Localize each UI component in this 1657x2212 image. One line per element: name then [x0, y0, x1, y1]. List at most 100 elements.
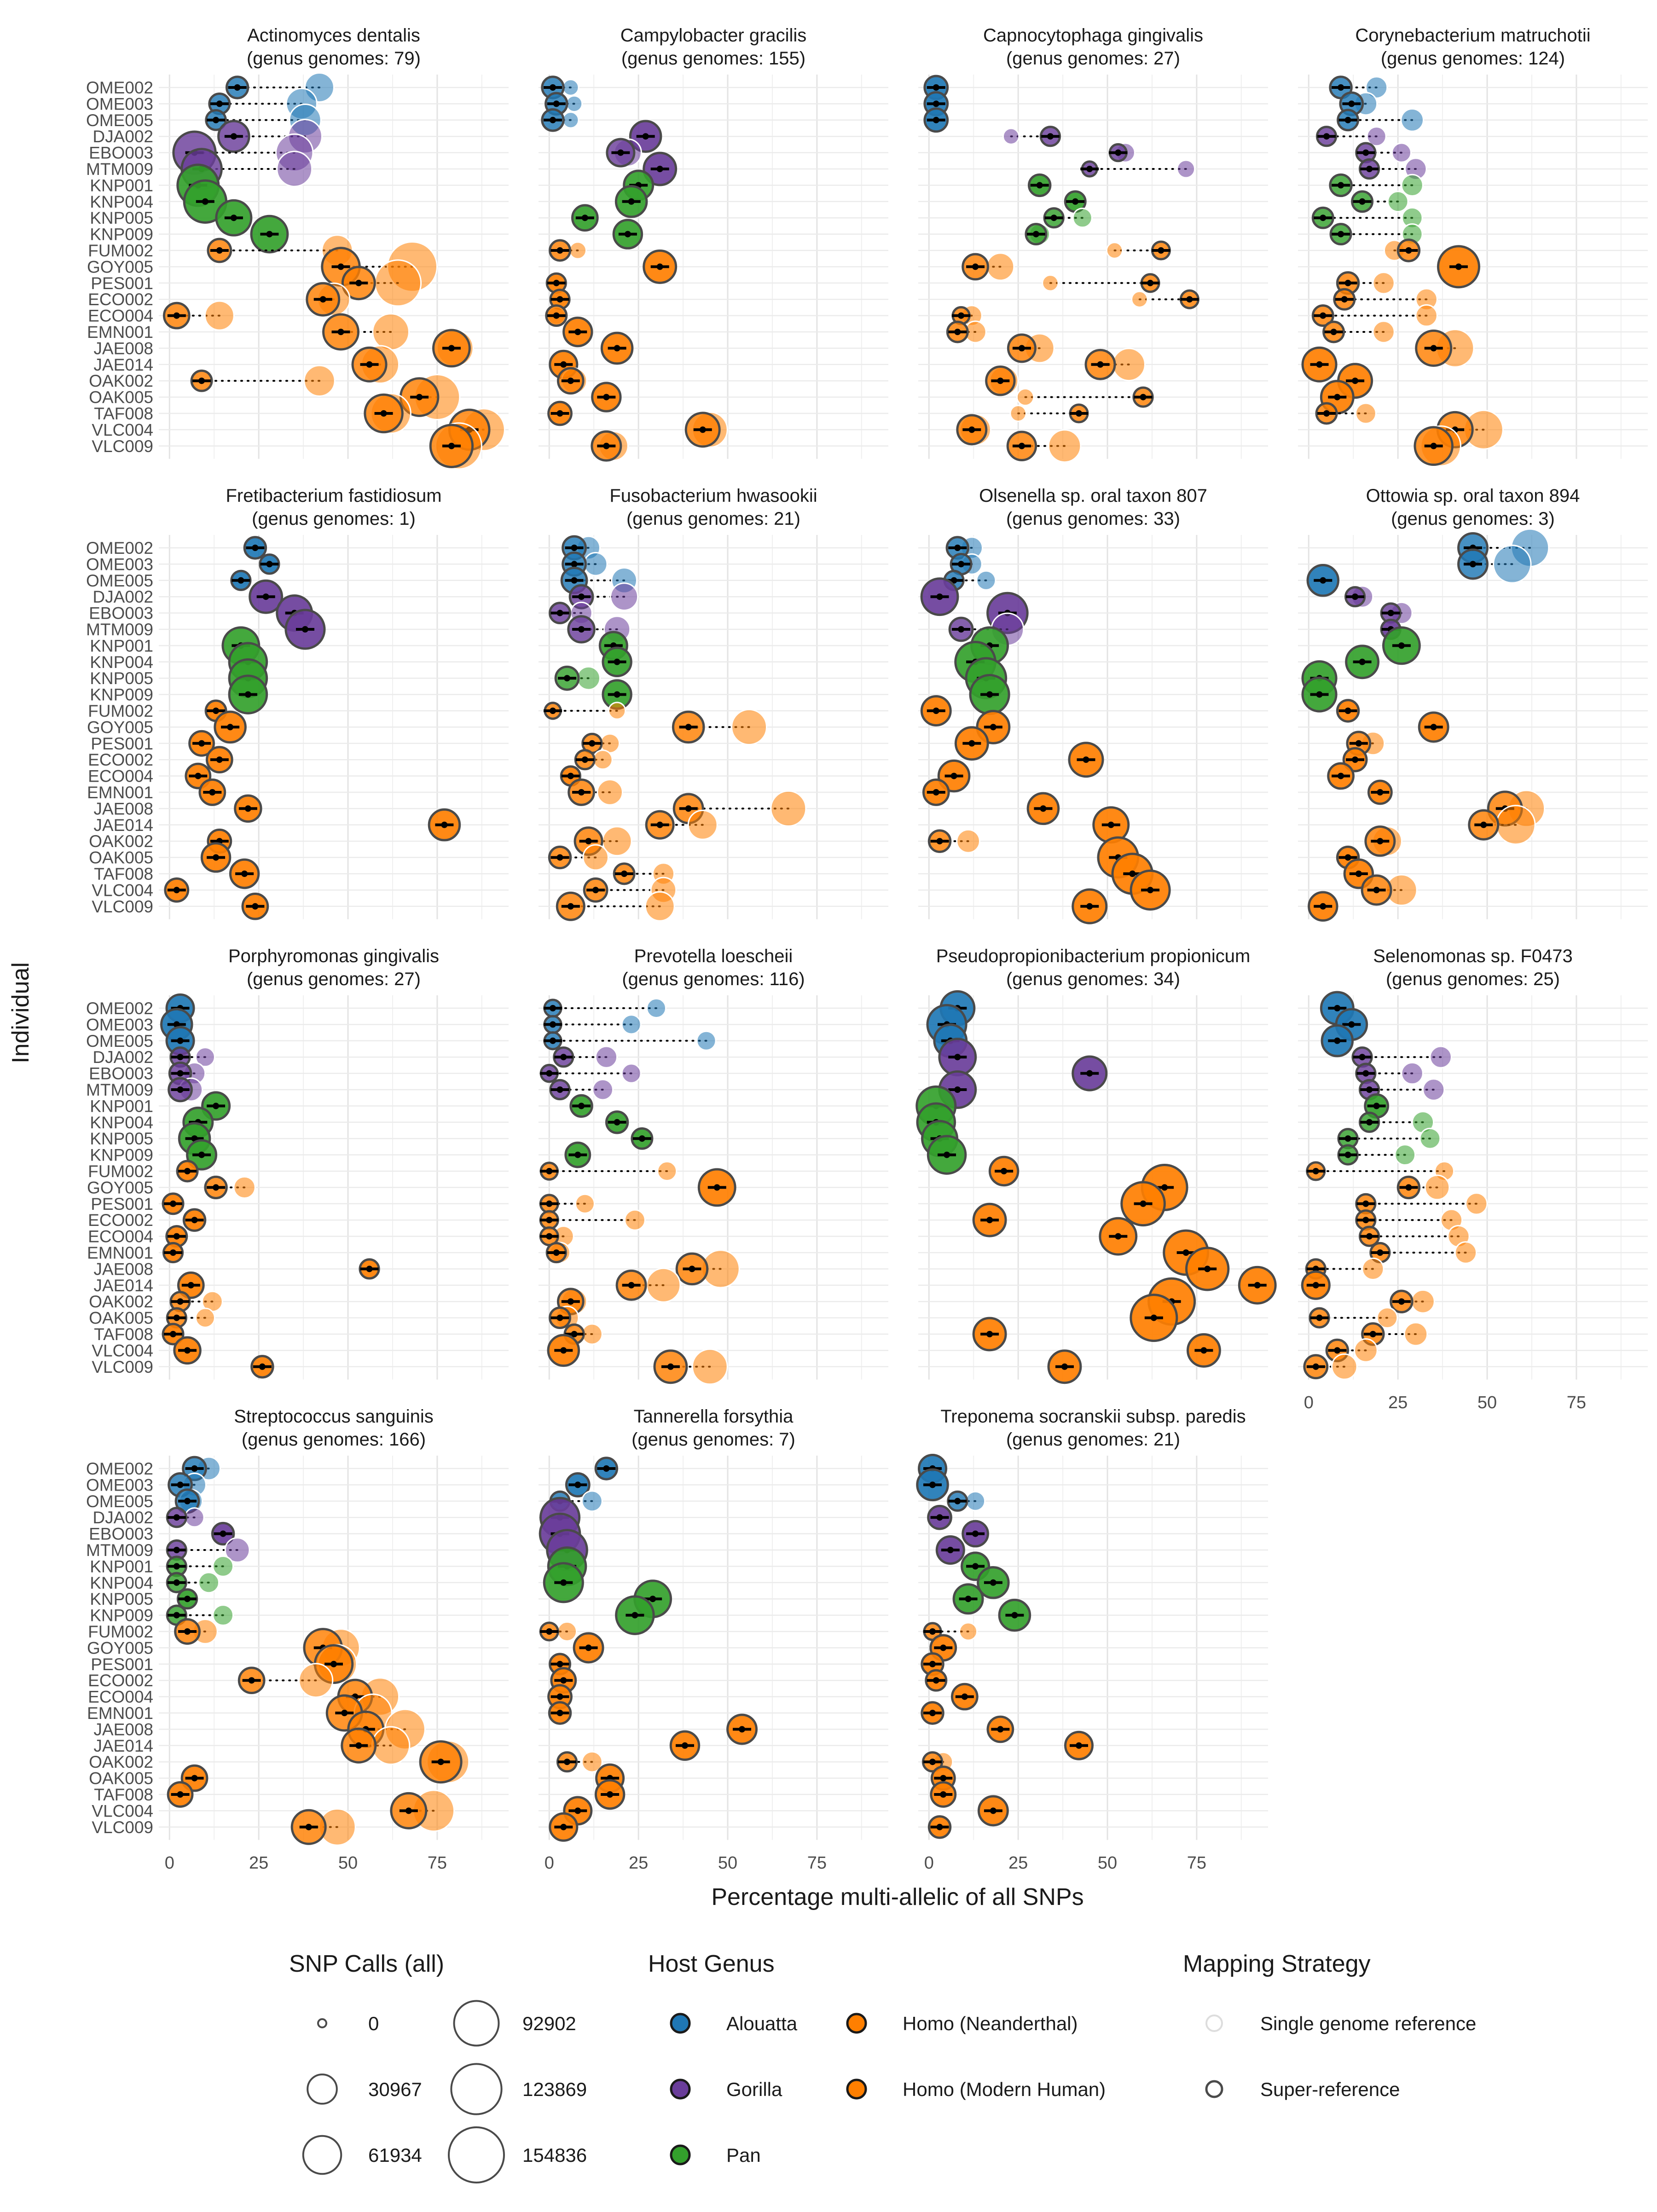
- legend-snp-circle: [317, 2018, 327, 2028]
- data-point-EBO003: [1108, 142, 1136, 163]
- data-point-MTM009: [549, 1079, 614, 1101]
- estimate-point: [1366, 166, 1373, 172]
- estimate-point: [1348, 1021, 1355, 1028]
- estimate-point: [550, 708, 556, 714]
- data-point-EBO003: [1380, 601, 1413, 625]
- estimate-point: [173, 1547, 180, 1553]
- y-tick-label: DJA002: [93, 587, 153, 606]
- estimate-point: [1204, 1266, 1211, 1272]
- legend-items: 0 30967 61934 92902 123869 154836 Alouatta Gori…: [302, 2000, 1476, 2183]
- facet-subtitle: (genus genomes: 124): [1381, 48, 1565, 69]
- estimate-point: [546, 1217, 553, 1224]
- estimate-point: [1398, 1298, 1405, 1305]
- estimate-point: [1341, 296, 1348, 303]
- data-point-KNP009: [1329, 223, 1423, 246]
- estimate-point: [546, 1168, 553, 1174]
- legend-snp-circle: [450, 2063, 503, 2115]
- single-genome-point: [646, 1267, 681, 1303]
- estimate-point: [1430, 442, 1437, 449]
- data-point-MTM009: [935, 1535, 965, 1565]
- facet-13: Tannerella forsythia(genus genomes: 7) 0 2…: [539, 1406, 888, 1873]
- facet-subtitle: (genus genomes: 7): [632, 1429, 795, 1450]
- single-genome-point: [1419, 1127, 1441, 1150]
- estimate-point: [553, 312, 560, 319]
- estimate-point: [234, 84, 241, 91]
- y-tick-label: EBO003: [89, 144, 153, 163]
- estimate-point: [997, 377, 1004, 384]
- data-point-JAE014: [428, 808, 461, 842]
- data-point-ECO002: [182, 1208, 207, 1232]
- facet-9: Prevotella loescheii (genus genomes: 116): [539, 946, 888, 1385]
- legend-host-swatch: [846, 2078, 867, 2100]
- data-point-KNP005: [571, 204, 599, 232]
- estimate-point: [649, 1596, 656, 1602]
- data-point-VLC004: [164, 877, 190, 903]
- data-point-KNP009: [166, 1604, 234, 1626]
- y-tick-label: KNP001: [90, 1097, 153, 1115]
- estimate-point: [567, 903, 574, 910]
- estimate-point: [173, 1612, 180, 1619]
- data-point-FUM002: [176, 1160, 199, 1183]
- estimate-point: [184, 1347, 191, 1354]
- estimate-point: [990, 1807, 997, 1814]
- facet-title: Actinomyces dentalis: [247, 25, 420, 46]
- data-point-ECO004: [1311, 304, 1438, 327]
- estimate-point: [638, 1135, 645, 1142]
- legend-mapping-label: Single genome reference: [1260, 2013, 1476, 2034]
- y-tick-label: GOY005: [87, 1638, 153, 1657]
- data-point-EMN001: [922, 778, 950, 806]
- data-point-ECO004: [950, 1683, 979, 1711]
- estimate-point: [556, 854, 563, 861]
- estimate-point: [1344, 279, 1351, 286]
- single-genome-point: [1072, 208, 1093, 228]
- single-genome-point: [592, 749, 613, 770]
- data-point-EBO003: [606, 138, 642, 168]
- estimate-point: [1344, 1135, 1351, 1142]
- x-tick-label: 75: [1187, 1853, 1206, 1873]
- single-genome-point: [1016, 388, 1035, 406]
- facet-title: Olsenella sp. oral taxon 807: [979, 486, 1207, 506]
- data-point-JAE008: [359, 1258, 380, 1280]
- data-point-OAK005: [166, 1307, 215, 1329]
- estimate-point: [448, 345, 455, 352]
- estimate-point: [560, 1347, 567, 1354]
- data-point-DJA002: [169, 1046, 215, 1068]
- facet-subtitle: (genus genomes: 27): [247, 969, 421, 989]
- estimate-point: [216, 756, 223, 763]
- data-point-JAE014: [645, 809, 718, 840]
- estimate-point: [972, 1530, 979, 1537]
- data-point-OME002: [225, 72, 335, 103]
- single-genome-point: [1454, 1241, 1477, 1264]
- data-point-EBO003: [539, 1063, 642, 1084]
- estimate-point: [574, 1151, 581, 1158]
- facet-subtitle: (genus genomes: 21): [626, 509, 800, 529]
- estimate-point: [936, 1514, 943, 1521]
- data-point-JAE014: [1301, 1270, 1331, 1300]
- estimate-point: [1147, 279, 1154, 286]
- estimate-point: [1254, 1282, 1261, 1289]
- data-point-KNP004: [977, 1566, 1010, 1599]
- estimate-point: [177, 1086, 184, 1093]
- facet-subtitle: (genus genomes: 166): [242, 1429, 426, 1450]
- estimate-point: [929, 1759, 936, 1765]
- single-genome-point: [959, 1622, 978, 1641]
- estimate-point: [330, 1660, 337, 1667]
- legend: SNP Calls (all) Host Genus Mapping Strat…: [289, 1951, 1476, 2183]
- data-point-VLC004: [1361, 874, 1418, 906]
- estimate-point: [341, 1710, 348, 1716]
- estimate-point: [632, 1612, 638, 1619]
- estimate-point: [1387, 610, 1394, 616]
- data-point-EMN001: [1322, 320, 1395, 343]
- facet-subtitle: (genus genomes: 27): [1006, 48, 1180, 69]
- legend-host-label: Homo (Modern Human): [903, 2078, 1106, 2100]
- estimate-point: [685, 805, 692, 812]
- estimate-point: [689, 1266, 695, 1272]
- estimate-point: [578, 1103, 585, 1109]
- single-genome-point: [986, 252, 1015, 281]
- facet-12: Streptococcus sanguinis(genus genomes: 1…: [86, 1406, 509, 1873]
- estimate-point: [656, 263, 663, 270]
- single-genome-point: [1176, 159, 1196, 179]
- data-point-JAE008: [1185, 1247, 1230, 1291]
- estimate-point: [617, 149, 624, 156]
